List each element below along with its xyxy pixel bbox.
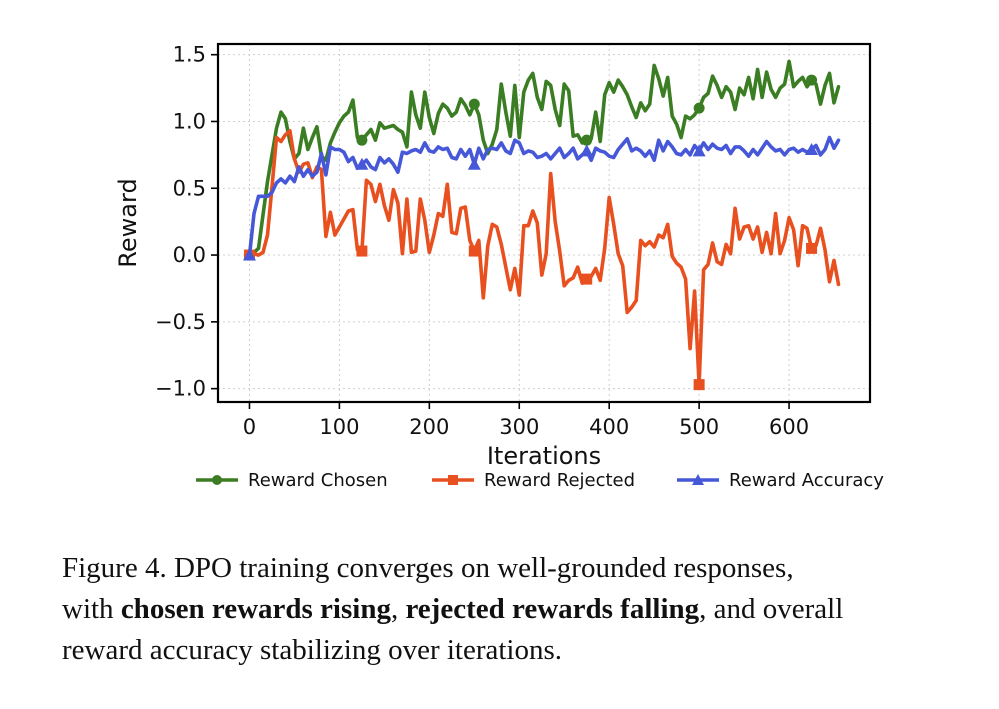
y-tick-label: −0.5 xyxy=(155,310,206,334)
data-point-reward-chosen xyxy=(693,102,705,114)
y-axis-label: Reward xyxy=(114,178,142,267)
legend-label-reward-rejected: Reward Rejected xyxy=(484,470,635,491)
legend-marker-reward-rejected xyxy=(448,475,458,485)
caption-bold-chosen: chosen rewards rising xyxy=(120,593,391,625)
caption-sep: , xyxy=(390,593,406,625)
caption-line-3: reward accuracy stabilizing over iterati… xyxy=(62,634,563,666)
data-point-reward-rejected xyxy=(468,245,480,257)
data-point-reward-accuracy xyxy=(467,157,481,170)
reward-line-chart: 0 100 200 300 400 500 6001.51.00.50.0−0.5−1.0 … xyxy=(114,42,884,491)
x-tick-label: 400 xyxy=(589,415,629,439)
data-point-reward-rejected xyxy=(356,245,368,257)
x-tick-label: 600 xyxy=(769,415,809,439)
data-point-reward-rejected xyxy=(806,242,818,254)
plot-frame xyxy=(216,42,872,404)
axis-ticks: 0 100 200 300 400 500 600 1.5 1.0 0.5 0.0 −0.5 −1.0 xyxy=(155,43,809,439)
x-tick-label: 200 xyxy=(409,415,449,439)
data-point-reward-chosen xyxy=(581,134,593,146)
series-line-reward-rejected xyxy=(247,129,841,387)
legend-label-reward-accuracy: Reward Accuracy xyxy=(729,470,884,491)
series-lines xyxy=(242,59,841,391)
grid xyxy=(218,44,870,402)
caption-line-2-prefix: with xyxy=(62,593,121,625)
x-tick-label: 500 xyxy=(679,415,719,439)
data-point-reward-accuracy xyxy=(805,143,819,156)
y-tick-label: 1.5 xyxy=(173,43,206,67)
legend-label-reward-chosen: Reward Chosen xyxy=(248,470,388,491)
data-point-reward-chosen xyxy=(468,98,480,110)
data-point-reward-accuracy xyxy=(692,144,706,157)
series-line-reward-chosen xyxy=(247,59,841,257)
series-line-reward-accuracy xyxy=(247,135,841,257)
data-point-reward-accuracy xyxy=(355,157,369,170)
data-point-reward-accuracy xyxy=(580,144,594,157)
caption-bold-rejected: rejected rewards falling xyxy=(405,593,700,625)
caption-line-1: Figure 4. DPO training converges on well… xyxy=(62,552,794,584)
x-tick-label: 300 xyxy=(499,415,539,439)
y-tick-label: 1.0 xyxy=(173,109,206,133)
x-tick-label: 0 xyxy=(243,415,256,439)
x-axis-label: Iterations xyxy=(487,442,601,470)
data-point-reward-chosen xyxy=(806,74,818,86)
data-point-reward-rejected xyxy=(581,273,593,285)
data-point-reward-accuracy xyxy=(242,248,256,261)
y-tick-label: 0.5 xyxy=(173,176,206,200)
x-tick-label: 100 xyxy=(319,415,359,439)
figure-caption: Figure 4. DPO training converges on well… xyxy=(62,548,967,671)
data-point-reward-rejected xyxy=(693,379,705,391)
legend: Reward Chosen Reward Rejected Reward Accur… xyxy=(196,470,884,491)
y-tick-label: −1.0 xyxy=(155,377,206,401)
caption-line-2-suffix: , and overall xyxy=(699,593,844,625)
legend-marker-reward-chosen xyxy=(212,475,222,485)
legend-marker-reward-accuracy xyxy=(692,474,704,485)
data-point-reward-chosen xyxy=(356,134,368,146)
y-tick-label: 0.0 xyxy=(173,243,206,267)
